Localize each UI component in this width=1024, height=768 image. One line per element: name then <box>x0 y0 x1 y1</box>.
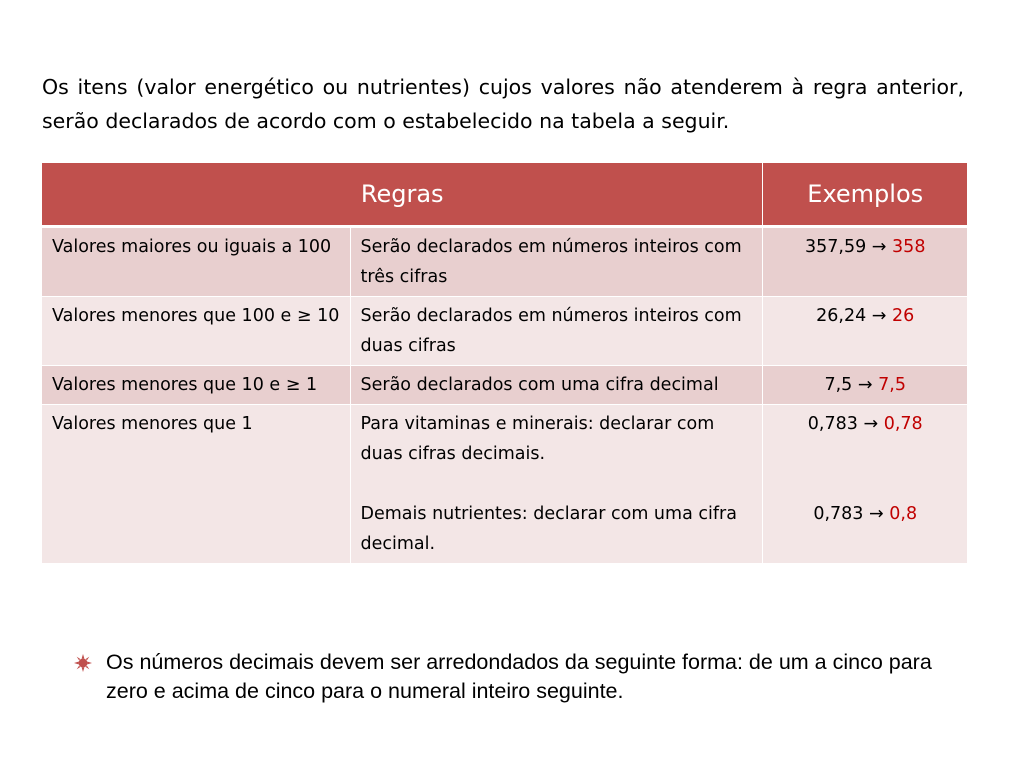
rounding-note-text: Os números decimais devem ser arredondad… <box>106 650 932 703</box>
table-header-row: Regras Exemplos <box>40 162 968 228</box>
example-cell: 0,783 → 0,78 0,783 → 0,8 <box>762 404 968 564</box>
arrow-icon: → <box>869 504 884 524</box>
header-examples: Exemplos <box>762 162 968 228</box>
table-row: Valores menores que 1 Para vitaminas e m… <box>41 404 968 564</box>
example-cell: 357,59 → 358 <box>762 226 968 297</box>
example-output: 358 <box>892 237 926 257</box>
table-row: Valores menores que 10 e ≥ 1 Serão decla… <box>41 365 968 405</box>
rounding-note: Os números decimais devem ser arredondad… <box>74 648 954 706</box>
rule-cell: Serão declarados com uma cifra decimal <box>349 365 764 405</box>
sunburst-bullet-icon <box>74 654 92 672</box>
rule-other-nutrients: Demais nutrientes: declarar com uma cifr… <box>360 504 737 554</box>
example-input: 0,783 <box>813 504 864 524</box>
rule-cell: Serão declarados em números inteiros com… <box>349 226 764 297</box>
example-cell: 7,5 → 7,5 <box>762 365 968 405</box>
example-input: 7,5 <box>824 375 853 395</box>
condition-cell: Valores maiores ou iguais a 100 <box>41 226 351 297</box>
header-rules: Regras <box>40 162 764 228</box>
rule-cell: Para vitaminas e minerais: declarar com … <box>349 404 764 564</box>
rule-cell: Serão declarados em números inteiros com… <box>349 296 764 366</box>
example-output: 0,8 <box>889 504 918 524</box>
table-row: Valores maiores ou iguais a 100 Serão de… <box>41 226 968 297</box>
arrow-icon: → <box>863 414 879 434</box>
example-output: 26 <box>892 306 915 326</box>
condition-cell: Valores menores que 10 e ≥ 1 <box>41 365 351 405</box>
example-cell: 26,24 → 26 <box>762 296 968 366</box>
arrow-icon: → <box>871 237 887 257</box>
arrow-icon: → <box>871 306 887 326</box>
arrow-icon: → <box>857 375 873 395</box>
example-output: 7,5 <box>878 375 906 395</box>
example-line: 0,783 → 0,8 <box>773 499 957 529</box>
example-output: 0,78 <box>883 414 923 434</box>
condition-cell: Valores menores que 1 <box>41 404 351 564</box>
condition-cell: Valores menores que 100 e ≥ 10 <box>41 296 351 366</box>
example-input: 357,59 <box>804 237 867 257</box>
rule-vitamins: Para vitaminas e minerais: declarar com … <box>360 414 715 464</box>
rounding-rules-table: Regras Exemplos Valores maiores ou iguai… <box>40 162 968 564</box>
example-input: 0,783 <box>807 414 858 434</box>
table-row: Valores menores que 100 e ≥ 10 Serão dec… <box>41 296 968 366</box>
example-line: 0,783 → 0,78 <box>773 409 957 439</box>
example-input: 26,24 <box>816 306 867 326</box>
intro-paragraph: Os itens (valor energético ou nutrientes… <box>42 75 964 133</box>
